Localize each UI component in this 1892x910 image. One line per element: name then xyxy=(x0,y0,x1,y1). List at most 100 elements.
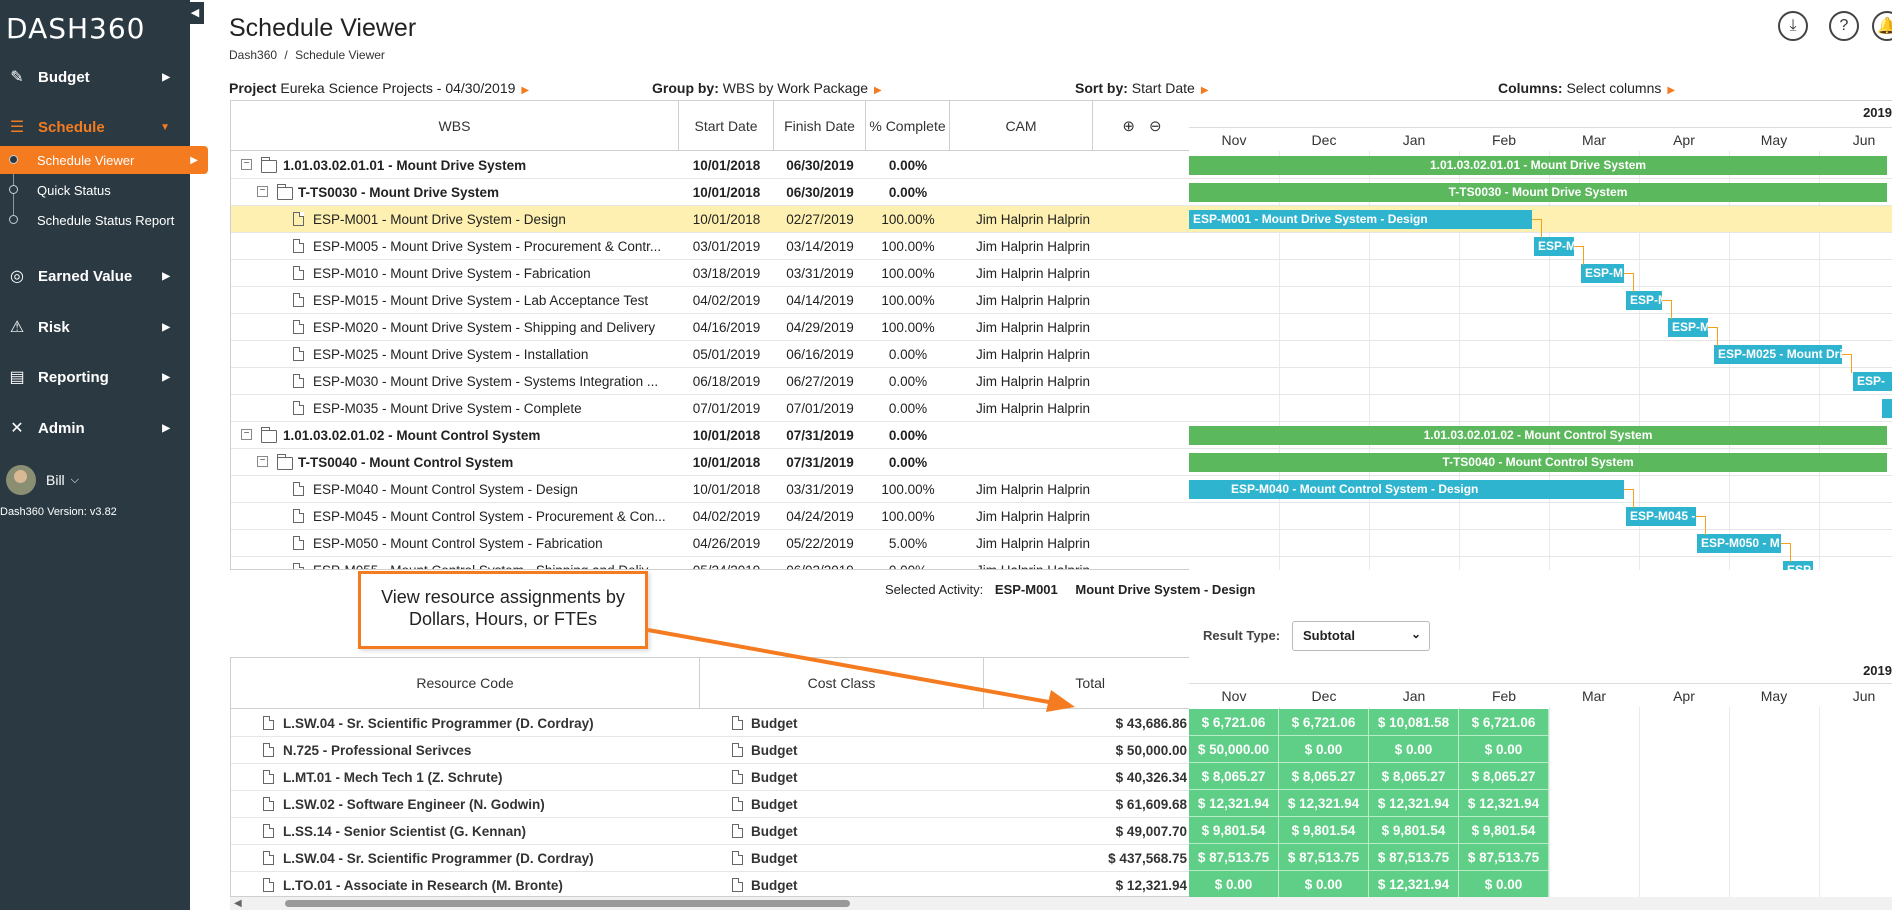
sidebar-item-label: Quick Status xyxy=(37,182,111,198)
result-type-value: Subtotal xyxy=(1303,628,1355,643)
table-row[interactable]: ESP-M015 - Mount Drive System - Lab Acce… xyxy=(231,287,1189,314)
callout-line-2: Dollars, Hours, or FTEs xyxy=(408,609,598,629)
gantt-row: ESP-M050 - M xyxy=(1189,530,1892,557)
caret-right-icon: ▶ xyxy=(521,85,530,96)
sort-by-selector[interactable]: Sort by: Start Date ▶ xyxy=(1075,80,1209,96)
gantt-task-bar[interactable]: ESP-M xyxy=(1668,318,1708,337)
selected-activity-name: Mount Drive System - Design xyxy=(1075,582,1256,597)
gantt-summary-bar[interactable]: 1.01.03.02.01.01 - Mount Drive System xyxy=(1189,156,1887,175)
finish-date-cell: 06/30/2019 xyxy=(786,185,854,200)
table-row[interactable]: ESP-M035 - Mount Drive System - Complete… xyxy=(231,395,1189,422)
period-value-cell: $ 0.00 xyxy=(1189,871,1279,897)
gantt-task-bar[interactable]: ESP-M xyxy=(1626,291,1662,310)
sidebar-item-quick-status[interactable]: Quick Status xyxy=(0,176,208,204)
columns-selector[interactable]: Columns: Select columns ▶ xyxy=(1498,80,1675,96)
table-row[interactable]: ESP-M050 - Mount Control System - Fabric… xyxy=(231,530,1189,557)
nav-earned-value[interactable]: ◎ Earned Value ▶ xyxy=(0,259,190,293)
collapse-toggle-icon[interactable]: − xyxy=(257,456,268,467)
zoom-in-icon[interactable]: ⊕ xyxy=(1122,118,1135,135)
group-by-selector[interactable]: Group by: WBS by Work Package ▶ xyxy=(652,80,882,96)
gantt-task-bar[interactable]: ESP-M045 - xyxy=(1626,507,1696,526)
download-icon[interactable]: ⤓ xyxy=(1778,11,1808,41)
dash360-logo[interactable]: DASH360 xyxy=(6,8,156,48)
zoom-out-icon[interactable]: ⊖ xyxy=(1149,118,1162,135)
column-header-wbs[interactable]: WBS xyxy=(231,101,679,151)
sidebar-collapse-button[interactable]: ◀ xyxy=(186,2,204,24)
column-header-resource-code[interactable]: Resource Code xyxy=(231,658,700,709)
table-row[interactable]: − T-TS0030 - Mount Drive System 10/01/2018… xyxy=(231,179,1189,206)
gantt-summary-bar[interactable]: T-TS0030 - Mount Drive System xyxy=(1189,183,1887,202)
table-row[interactable]: ESP-M005 - Mount Drive System - Procurem… xyxy=(231,233,1189,260)
nav-risk[interactable]: ⚠ Risk ▶ xyxy=(0,310,190,344)
result-type-select[interactable]: Subtotal ⌄ xyxy=(1292,621,1430,651)
horizontal-scrollbar[interactable]: ◀ xyxy=(230,897,1892,910)
document-icon xyxy=(293,266,304,280)
result-type-label: Result Type: xyxy=(1203,628,1281,643)
table-row[interactable]: L.SW.04 - Sr. Scientific Programmer (D. … xyxy=(231,845,1189,872)
column-header-finish-date[interactable]: Finish Date xyxy=(774,101,866,151)
collapse-toggle-icon[interactable]: − xyxy=(257,186,268,197)
project-selector[interactable]: Project Eureka Science Projects - 04/30/… xyxy=(229,80,529,96)
table-row[interactable]: − 1.01.03.02.01.02 - Mount Control System… xyxy=(231,422,1189,449)
finish-date-cell: 06/16/2019 xyxy=(786,347,854,362)
gantt-row: 1.01.03.02.01.02 - Mount Control System xyxy=(1189,422,1892,449)
breadcrumb-root[interactable]: Dash360 xyxy=(229,48,278,62)
gantt-task-bar[interactable] xyxy=(1882,399,1892,418)
table-row[interactable]: L.MT.01 - Mech Tech 1 (Z. Schrute) Budget… xyxy=(231,764,1189,791)
period-value-cell: $ 6,721.06 xyxy=(1189,709,1279,736)
table-row[interactable]: ESP-M020 - Mount Drive System - Shipping… xyxy=(231,314,1189,341)
gantt-task-bar[interactable]: ESP-M040 - Mount Control System - Design xyxy=(1189,480,1624,499)
gantt-task-bar[interactable]: ESP-M xyxy=(1581,264,1624,283)
gantt-task-bar[interactable]: ESP- xyxy=(1853,372,1892,391)
table-row[interactable]: L.SS.14 - Senior Scientist (G. Kennan) Bu… xyxy=(231,818,1189,845)
table-row[interactable]: L.TO.01 - Associate in Research (M. Bron… xyxy=(231,872,1189,896)
table-row[interactable]: L.SW.04 - Sr. Scientific Programmer (D. … xyxy=(231,710,1189,737)
collapse-toggle-icon[interactable]: − xyxy=(241,159,252,170)
user-menu[interactable]: Bill ⌵ xyxy=(6,465,79,495)
table-row[interactable]: ESP-M030 - Mount Drive System - Systems … xyxy=(231,368,1189,395)
gantt-task-bar[interactable]: ESP xyxy=(1783,561,1813,570)
sidebar-item-label: Schedule Status Report xyxy=(37,212,175,228)
start-date-cell: 07/01/2019 xyxy=(692,401,761,416)
help-icon[interactable]: ? xyxy=(1829,11,1859,41)
gantt-task-bar[interactable]: ESP-M001 - Mount Drive System - Design xyxy=(1189,210,1532,229)
dependency-connector xyxy=(1574,246,1584,265)
document-icon xyxy=(732,824,743,838)
column-header-cam[interactable]: CAM xyxy=(950,101,1093,151)
column-header-start-date[interactable]: Start Date xyxy=(679,101,774,151)
gantt-summary-bar[interactable]: T-TS0040 - Mount Control System xyxy=(1189,453,1887,472)
cam-cell: Jim Halprin Halprin xyxy=(976,509,1091,524)
table-row[interactable]: − T-TS0040 - Mount Control System 10/01/20… xyxy=(231,449,1189,476)
nav-schedule[interactable]: ☰ Schedule ▼ xyxy=(0,110,190,144)
nav-budget[interactable]: ✎ Budget ▶ xyxy=(0,60,190,94)
table-row[interactable]: L.SW.02 - Software Engineer (N. Godwin) B… xyxy=(231,791,1189,818)
column-header-cost-class[interactable]: Cost Class xyxy=(700,658,984,709)
user-name: Bill xyxy=(46,472,65,488)
table-row[interactable]: − 1.01.03.02.01.01 - Mount Drive System 10… xyxy=(231,152,1189,179)
table-row[interactable]: ESP-M025 - Mount Drive System - Installa… xyxy=(231,341,1189,368)
table-row[interactable]: ESP-M055 - Mount Control System - Shippi… xyxy=(231,557,1189,569)
cam-cell xyxy=(976,422,1126,449)
sidebar-item-schedule-viewer[interactable]: Schedule Viewer ▶ xyxy=(0,146,208,174)
nav-admin[interactable]: ✕ Admin ▶ xyxy=(0,411,190,445)
chevron-down-icon: ▼ xyxy=(160,121,170,133)
cam-cell xyxy=(976,449,1126,476)
table-row[interactable]: ESP-M010 - Mount Drive System - Fabricat… xyxy=(231,260,1189,287)
table-row[interactable]: ESP-M001 - Mount Drive System - Design 10… xyxy=(231,206,1189,233)
scroll-left-icon[interactable]: ◀ xyxy=(234,898,242,909)
nav-reporting[interactable]: ▤ Reporting ▶ xyxy=(0,360,190,394)
scrollbar-thumb[interactable] xyxy=(285,900,850,907)
gantt-task-bar[interactable]: ESP-M050 - M xyxy=(1697,534,1781,553)
column-header-total[interactable]: Total xyxy=(984,658,1189,709)
table-row[interactable]: ESP-M045 - Mount Control System - Procur… xyxy=(231,503,1189,530)
column-header-percent-complete[interactable]: % Complete xyxy=(866,101,950,151)
document-icon xyxy=(293,347,304,361)
table-row[interactable]: N.725 - Professional Serivces Budget $ 50,… xyxy=(231,737,1189,764)
table-row[interactable]: ESP-M040 - Mount Control System - Design… xyxy=(231,476,1189,503)
bell-icon[interactable]: 🔔 xyxy=(1872,11,1892,41)
gantt-summary-bar[interactable]: 1.01.03.02.01.02 - Mount Control System xyxy=(1189,426,1887,445)
gantt-task-bar[interactable]: ESP-M025 - Mount Drive xyxy=(1714,345,1842,364)
collapse-toggle-icon[interactable]: − xyxy=(241,429,252,440)
gantt-task-bar[interactable]: ESP-M xyxy=(1534,237,1574,256)
sidebar-item-schedule-status-report[interactable]: Schedule Status Report xyxy=(0,206,208,234)
